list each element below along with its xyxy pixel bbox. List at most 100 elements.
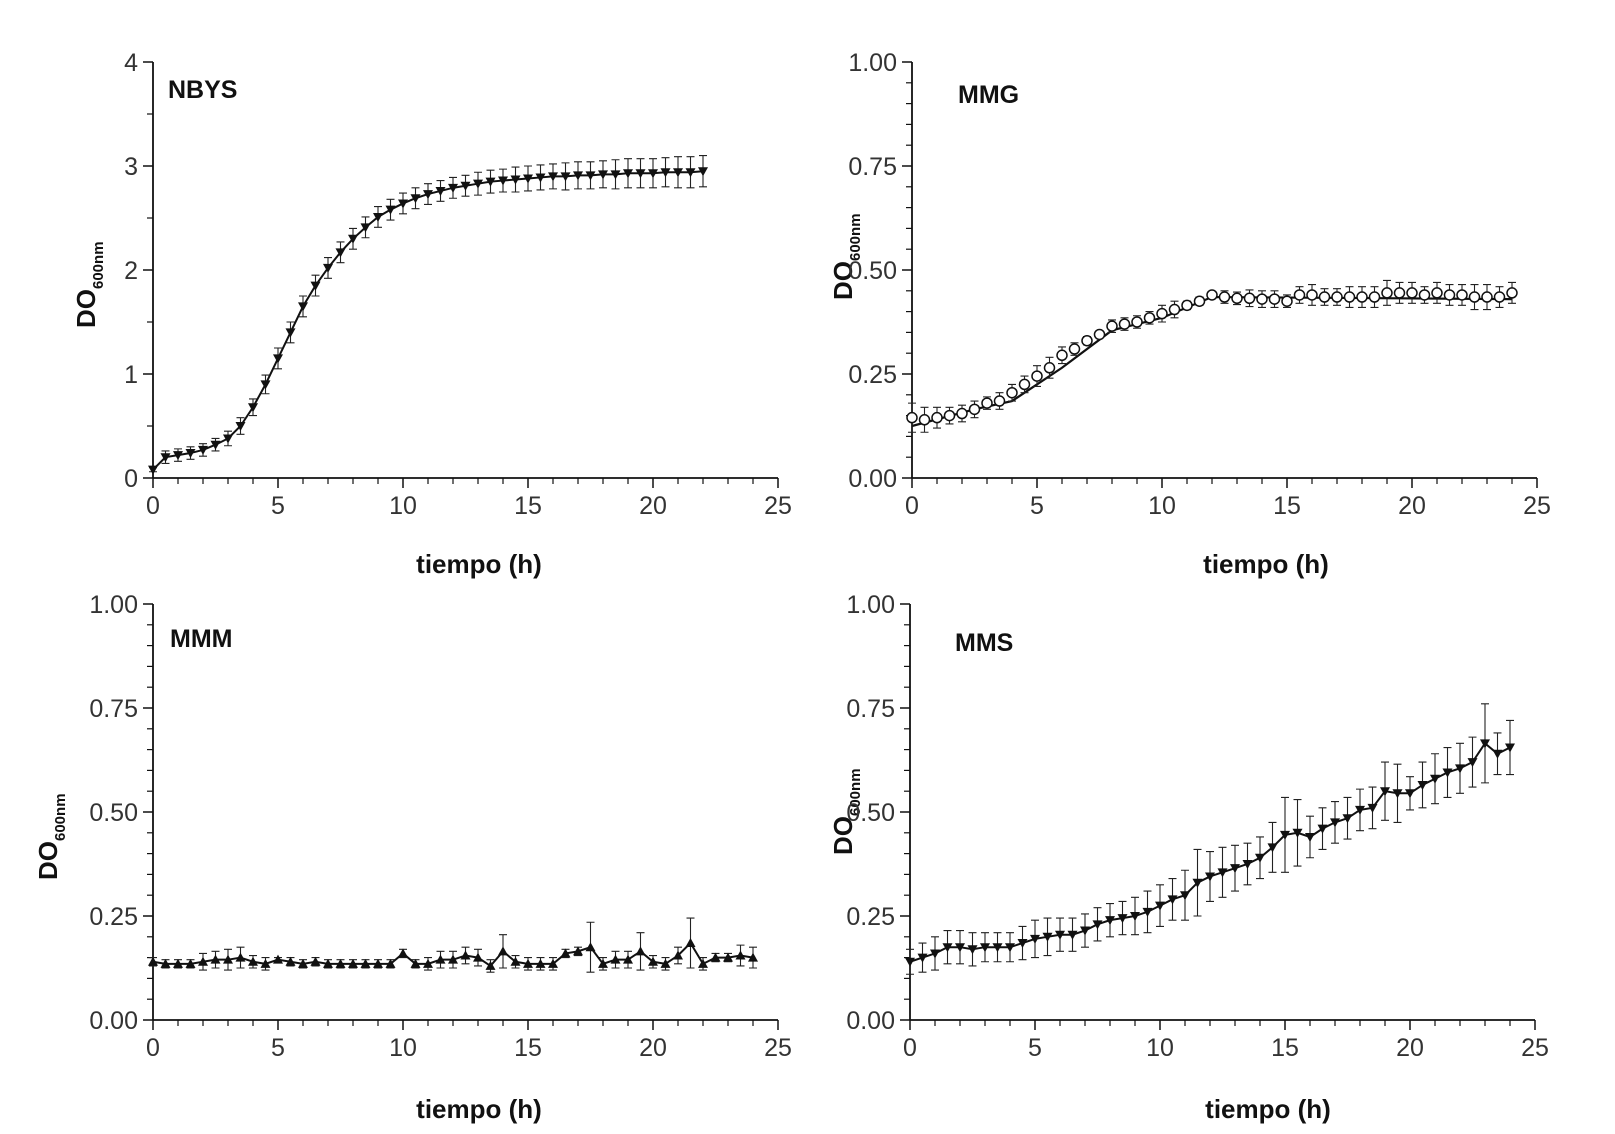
data-point-mms: [1442, 768, 1453, 778]
data-point-mms: [1180, 891, 1190, 901]
data-point-mms: [1167, 895, 1178, 905]
x-tick-label-nbys: 0: [146, 492, 160, 520]
data-point-mmg: [1368, 291, 1381, 303]
x-axis-title-nbys: tiempo (h): [416, 549, 542, 579]
data-point-mms: [1067, 930, 1078, 940]
x-tick-label-mmm: 15: [514, 1034, 542, 1062]
data-point-mms: [1355, 805, 1365, 815]
x-tick-label-mmm: 0: [146, 1034, 160, 1062]
data-point-nbys: [285, 328, 296, 338]
data-point-mms: [1205, 872, 1215, 882]
data-point-mmg: [906, 411, 918, 424]
data-point-nbys: [373, 212, 383, 222]
data-point-nbys: [635, 169, 646, 179]
y-tick-label-mms: 0.25: [846, 903, 895, 931]
y-tick-label-mmg: 0.25: [848, 361, 897, 389]
data-point-mmm: [685, 938, 696, 948]
data-point-mmm: [598, 958, 608, 968]
data-point-mmm: [435, 954, 446, 964]
data-point-mmm: [410, 958, 421, 968]
data-point-mmm: [523, 958, 533, 968]
data-point-mmg: [1343, 291, 1356, 303]
data-point-nbys: [448, 183, 458, 193]
y-tick-label-mmg: 0.00: [848, 465, 897, 493]
data-point-mmg: [1218, 291, 1231, 303]
y-tick-label-mms: 0.50: [846, 799, 895, 827]
data-point-mms: [1367, 803, 1378, 813]
x-axis-title-mmm: tiempo (h): [416, 1094, 542, 1124]
data-point-mmm: [673, 950, 683, 960]
data-point-nbys: [423, 190, 433, 200]
data-point-nbys: [248, 403, 258, 413]
y-axis-title-sub-mms: 600nm: [847, 768, 864, 816]
x-tick-label-mmm: 10: [389, 1034, 417, 1062]
data-point-mms: [1242, 860, 1253, 869]
data-point-nbys: [173, 451, 183, 461]
data-point-nbys: [323, 263, 333, 273]
data-point-mmm: [310, 956, 321, 966]
x-tick-label-nbys: 15: [514, 492, 542, 520]
data-point-mms: [1405, 789, 1415, 799]
data-point-nbys: [460, 181, 471, 191]
data-point-mms: [1092, 920, 1103, 930]
data-point-mms: [1255, 853, 1265, 863]
data-point-mmg: [1243, 292, 1256, 305]
data-point-mmm: [285, 956, 296, 966]
data-point-mmg: [1293, 289, 1306, 301]
data-point-mmm: [335, 958, 346, 968]
data-point-mmg: [1468, 291, 1481, 303]
x-tick-label-mmg: 25: [1523, 492, 1551, 520]
data-point-mmg: [1456, 289, 1468, 301]
data-point-mmm: [235, 952, 246, 962]
data-point-mms: [1330, 818, 1340, 828]
x-tick-label-mmg: 15: [1273, 492, 1301, 520]
data-point-mmm: [385, 958, 396, 968]
x-tick-label-nbys: 20: [639, 492, 667, 520]
data-point-mms: [1155, 901, 1165, 911]
data-point-mms: [1267, 843, 1278, 853]
data-point-mmg: [1306, 289, 1318, 301]
fit-line-mmg: [911, 295, 1513, 428]
y-tick-label-mms: 1.00: [846, 591, 895, 619]
x-axis-title-mms: tiempo (h): [1205, 1094, 1331, 1124]
data-point-mmg: [931, 411, 943, 424]
x-tick-label-mmm: 25: [764, 1034, 792, 1062]
panel-mmm: MMM tiempo (h) DO600nm 0 5 10 15 20 25 0.00 0.2…: [33, 591, 792, 1124]
x-tick-label-nbys: 25: [764, 492, 792, 520]
data-point-mms: [942, 943, 953, 953]
data-point-nbys: [223, 434, 233, 444]
data-point-mmm: [573, 946, 583, 956]
data-point-mmg: [1406, 287, 1418, 299]
data-point-mmg: [1068, 343, 1081, 355]
y-axis-title-sub-mmm: 600nm: [52, 793, 69, 841]
data-point-mms: [1192, 878, 1203, 888]
data-point-mmm: [748, 952, 758, 962]
data-point-mmm: [710, 952, 721, 962]
y-tick-label-mmm: 0.00: [89, 1007, 138, 1035]
data-point-nbys: [523, 174, 533, 184]
y-tick-label-mmm: 0.75: [89, 695, 138, 723]
y-axis-title-main-mms: DO: [828, 816, 858, 855]
data-point-mms: [1130, 912, 1140, 921]
data-point-mms: [1217, 868, 1228, 878]
data-point-mmm: [298, 958, 308, 968]
data-point-mmg: [1043, 362, 1056, 374]
x-tick-label-mms: 20: [1396, 1034, 1424, 1062]
panel-mms: MMS tiempo (h) DO600nm 0 5 10 15 20 25 0.00 0.2…: [828, 591, 1549, 1124]
data-point-mmm: [560, 948, 571, 958]
data-point-mms: [1142, 907, 1153, 917]
data-point-nbys: [548, 172, 558, 182]
data-point-mmg: [1168, 303, 1181, 316]
data-point-mms: [1492, 749, 1503, 759]
data-point-mmg: [1156, 307, 1168, 320]
data-point-mmg: [1018, 378, 1031, 391]
data-point-mmm: [148, 956, 158, 966]
data-point-mmg: [1356, 291, 1368, 303]
data-point-nbys: [260, 380, 271, 390]
data-point-mmm: [398, 948, 408, 958]
data-point-mms: [1030, 934, 1040, 944]
data-point-mmm: [273, 954, 283, 964]
data-point-mms: [1392, 789, 1403, 799]
data-point-mmm: [623, 954, 633, 964]
data-point-mmm: [373, 958, 383, 968]
